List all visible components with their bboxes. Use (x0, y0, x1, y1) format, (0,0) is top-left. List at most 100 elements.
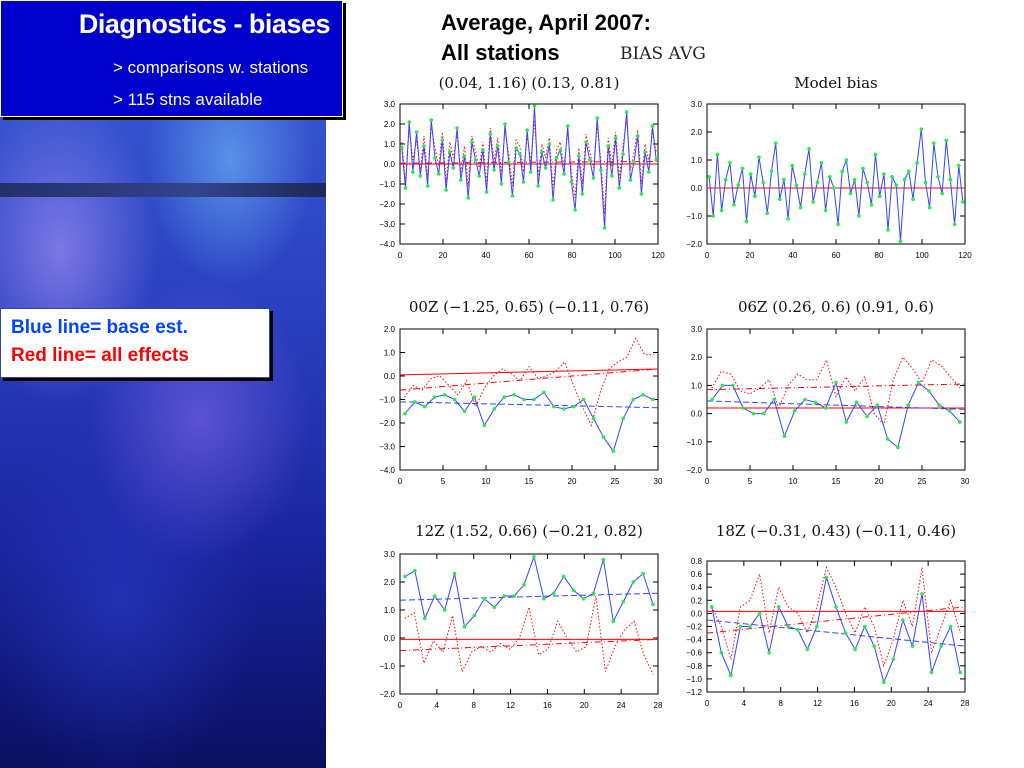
data-point (944, 138, 949, 143)
y-tick-label: −1.0 (379, 180, 395, 189)
x-tick-label: 16 (850, 699, 859, 708)
x-tick-label: 10 (482, 477, 491, 486)
base-trend-line (400, 592, 658, 601)
data-point (782, 177, 786, 182)
y-tick-label: −1.0 (686, 675, 702, 684)
data-point (429, 118, 434, 122)
data-point (890, 175, 894, 179)
chart-panel-12Z: 12Z (1.52, 0.66) (−0.21, 0.82) 0 4 8 12 16 20 2… (379, 522, 663, 710)
y-tick-label: −4.0 (379, 240, 395, 249)
data-point (643, 150, 647, 154)
legend-blue-line: Blue line= base est. (11, 317, 188, 338)
x-tick-label: 0 (398, 251, 403, 260)
data-point (916, 380, 921, 385)
data-point (543, 166, 548, 170)
y-tick-label: 2.0 (384, 578, 396, 587)
data-point (554, 156, 559, 160)
data-point (932, 141, 936, 145)
data-point (606, 144, 610, 148)
data-point (451, 166, 456, 170)
bullet-comparisons: > comparisons w. stations (113, 58, 309, 77)
data-point (844, 420, 849, 424)
data-point (452, 397, 457, 402)
data-point (529, 170, 533, 174)
base-series-line (404, 391, 654, 453)
data-point (639, 192, 644, 196)
data-point (857, 214, 861, 218)
x-tick-label: 100 (608, 251, 622, 260)
data-point (462, 625, 467, 629)
data-point (720, 383, 725, 388)
data-point (748, 172, 753, 176)
x-tick-label: 120 (958, 251, 972, 260)
data-point (792, 409, 797, 413)
data-point (536, 184, 540, 188)
data-point (444, 188, 448, 192)
data-point (561, 574, 566, 579)
data-point (466, 196, 471, 200)
data-point (710, 397, 714, 402)
y-tick-label: −2.0 (686, 466, 702, 475)
y-tick-label: 0.2 (691, 596, 703, 605)
data-point (641, 393, 645, 397)
y-tick-label: 1.0 (691, 156, 703, 165)
data-point (719, 208, 724, 213)
series-group (707, 127, 965, 243)
data-point (927, 205, 932, 210)
data-point (877, 194, 882, 199)
x-tick-label: 4 (435, 701, 440, 710)
data-point (611, 619, 616, 623)
base-trend-line (707, 619, 965, 647)
data-point (512, 393, 516, 397)
data-point (773, 141, 778, 145)
data-point (919, 127, 924, 131)
data-point (748, 624, 752, 629)
x-tick-label: 0 (705, 251, 710, 260)
chart-heading: Average, April 2007: All stations (441, 8, 651, 68)
data-point (422, 144, 426, 148)
x-tick-label: 15 (525, 477, 534, 486)
effects-series-line (711, 356, 961, 427)
data-point (532, 555, 536, 559)
slide-title: Diagnostics - biases (78, 9, 331, 39)
y-tick-label: 2.0 (384, 325, 396, 334)
data-point (939, 644, 943, 648)
data-point (552, 404, 556, 409)
slide-title-box: Diagnostics - biases > comparisons w. st… (0, 0, 343, 117)
y-tick-label: −3.0 (379, 443, 395, 452)
data-point (506, 160, 511, 164)
base-series-line (708, 129, 964, 242)
data-point (920, 592, 924, 596)
data-point (433, 156, 437, 160)
data-point (610, 174, 614, 178)
x-tick-label: 28 (961, 699, 970, 708)
data-point (591, 416, 596, 421)
bias-avg-subtitle: BIAS AVG (620, 44, 706, 64)
data-point (740, 166, 745, 171)
data-point (400, 146, 404, 150)
line-legend-box: Blue line= base est. Red line= all effec… (0, 308, 270, 378)
data-point (440, 138, 445, 142)
y-tick-label: 2.0 (691, 353, 703, 362)
panel-title: 06Z (0.26, 0.6) (0.91, 0.6) (738, 298, 934, 316)
data-point (641, 571, 645, 576)
effects-series-line (404, 595, 654, 675)
data-point (765, 211, 770, 215)
data-point (710, 605, 714, 609)
y-tick-label: 0.8 (691, 557, 703, 566)
data-point (403, 574, 407, 579)
chart-panel-model-bias: Model bias 0 20 40 60 80 100 120 3.0 2.0 1.0 0.0 −1.… (686, 74, 972, 260)
data-point (492, 407, 497, 411)
y-tick-label: −0.6 (686, 649, 702, 658)
y-tick-label: −1.0 (379, 662, 395, 671)
data-point (411, 170, 415, 174)
data-point (495, 144, 500, 148)
data-point (907, 169, 911, 173)
data-point (751, 411, 756, 416)
effects-trend-line (400, 368, 658, 391)
base-series-line (401, 105, 657, 229)
x-tick-label: 28 (654, 701, 663, 710)
data-point (565, 124, 570, 128)
data-point (611, 449, 616, 454)
data-point (823, 208, 828, 213)
